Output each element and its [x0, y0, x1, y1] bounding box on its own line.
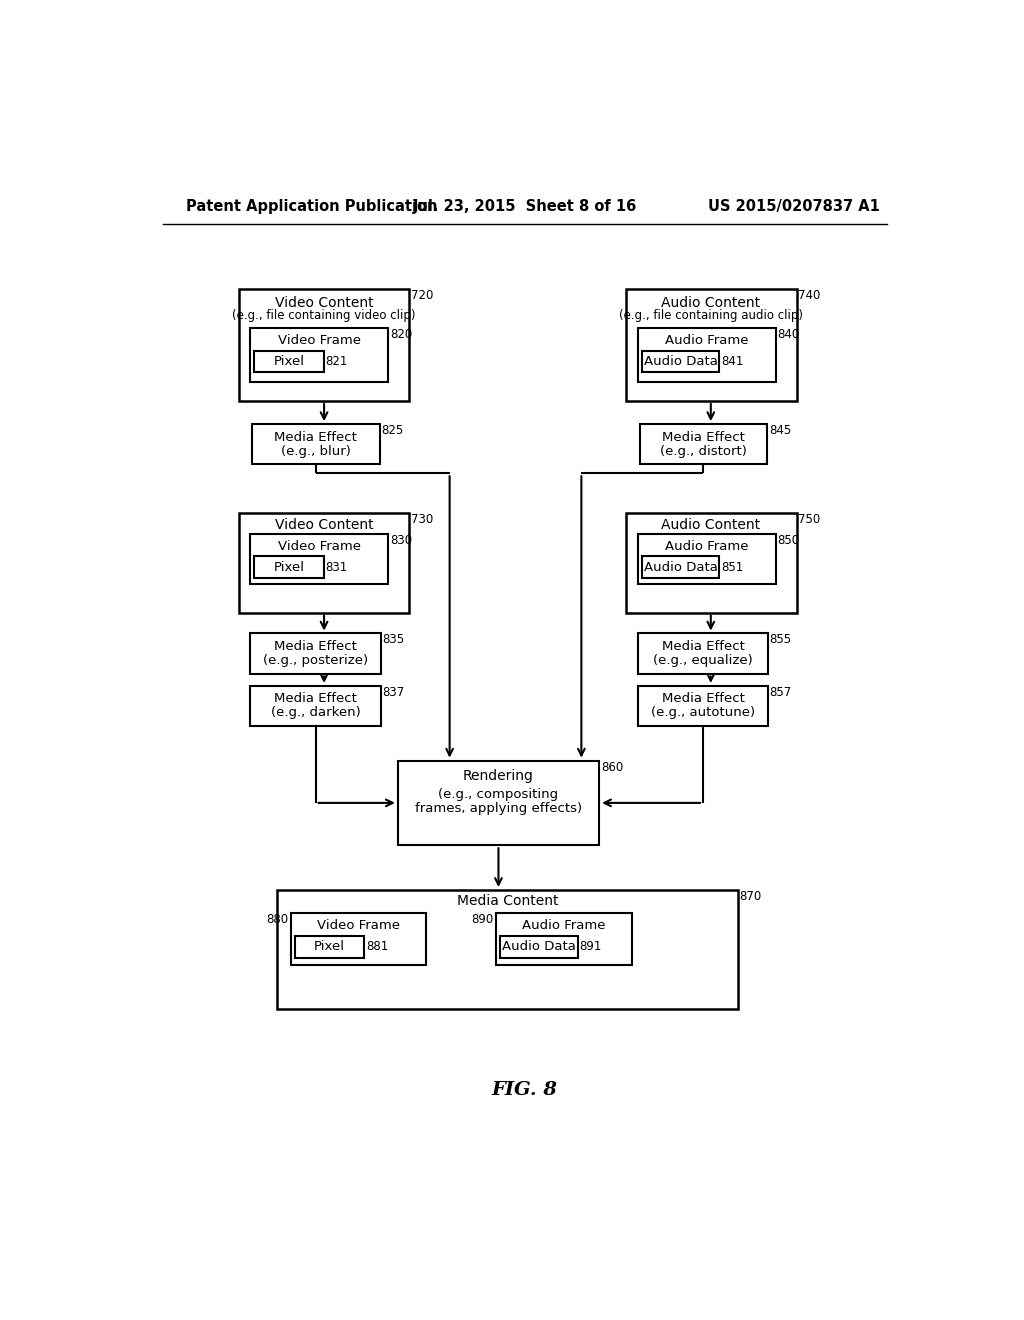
- Bar: [291, 913, 426, 965]
- Text: 840: 840: [777, 327, 800, 341]
- Text: (e.g., darken): (e.g., darken): [270, 706, 360, 719]
- Bar: [295, 936, 365, 958]
- Text: 835: 835: [382, 634, 404, 647]
- Text: 720: 720: [411, 289, 433, 302]
- Text: Media Effect: Media Effect: [662, 693, 744, 705]
- Text: Pixel: Pixel: [273, 561, 305, 574]
- Bar: [251, 686, 381, 726]
- Bar: [642, 557, 719, 578]
- Text: Media Effect: Media Effect: [662, 430, 744, 444]
- Text: 845: 845: [769, 424, 792, 437]
- Text: 825: 825: [381, 424, 403, 437]
- Text: Pixel: Pixel: [273, 355, 305, 368]
- Text: 750: 750: [799, 512, 820, 525]
- Text: Audio Frame: Audio Frame: [522, 919, 605, 932]
- Bar: [638, 634, 768, 673]
- Text: 830: 830: [390, 535, 412, 548]
- Text: Audio Frame: Audio Frame: [666, 540, 749, 553]
- Text: Audio Data: Audio Data: [644, 355, 718, 368]
- Text: Rendering: Rendering: [463, 770, 534, 783]
- Text: Audio Data: Audio Data: [644, 561, 718, 574]
- Text: (e.g., equalize): (e.g., equalize): [653, 653, 753, 667]
- Bar: [251, 327, 388, 381]
- Text: 891: 891: [579, 940, 601, 953]
- Bar: [642, 351, 719, 372]
- Bar: [638, 535, 776, 585]
- Text: 881: 881: [366, 940, 388, 953]
- Text: (e.g., autotune): (e.g., autotune): [651, 706, 755, 719]
- Text: FIG. 8: FIG. 8: [492, 1081, 558, 1100]
- Text: 740: 740: [799, 289, 821, 302]
- Bar: [254, 351, 324, 372]
- Text: Audio Frame: Audio Frame: [666, 334, 749, 347]
- Text: (e.g., posterize): (e.g., posterize): [263, 653, 368, 667]
- Text: 850: 850: [777, 535, 800, 548]
- Text: Pixel: Pixel: [314, 940, 345, 953]
- Text: 880: 880: [266, 913, 289, 927]
- Text: frames, applying effects): frames, applying effects): [415, 801, 582, 814]
- Bar: [500, 936, 578, 958]
- Bar: [640, 424, 767, 465]
- Text: 831: 831: [326, 561, 348, 574]
- Bar: [239, 512, 410, 612]
- Text: Video Content: Video Content: [274, 296, 374, 310]
- Bar: [627, 289, 797, 401]
- Bar: [276, 890, 738, 1010]
- Text: 857: 857: [770, 686, 792, 698]
- Text: (e.g., blur): (e.g., blur): [281, 445, 351, 458]
- Text: 851: 851: [721, 561, 743, 574]
- Text: Media Effect: Media Effect: [274, 430, 357, 444]
- Text: Patent Application Publication: Patent Application Publication: [186, 198, 437, 214]
- Bar: [638, 686, 768, 726]
- Bar: [239, 289, 410, 401]
- Text: Media Effect: Media Effect: [274, 640, 357, 653]
- Text: (e.g., compositing: (e.g., compositing: [438, 788, 558, 801]
- Text: Video Frame: Video Frame: [278, 540, 360, 553]
- Text: Video Frame: Video Frame: [317, 919, 400, 932]
- Bar: [254, 557, 324, 578]
- Text: Jul. 23, 2015  Sheet 8 of 16: Jul. 23, 2015 Sheet 8 of 16: [413, 198, 637, 214]
- Bar: [251, 535, 388, 585]
- Bar: [638, 327, 776, 381]
- Bar: [251, 634, 381, 673]
- Text: Video Frame: Video Frame: [278, 334, 360, 347]
- Text: (e.g., file containing audio clip): (e.g., file containing audio clip): [618, 309, 803, 322]
- Text: 837: 837: [382, 686, 404, 698]
- Bar: [252, 424, 380, 465]
- Text: 820: 820: [390, 327, 413, 341]
- Text: Audio Content: Audio Content: [662, 517, 761, 532]
- Text: Audio Content: Audio Content: [662, 296, 761, 310]
- Text: Media Content: Media Content: [457, 895, 558, 908]
- Text: Media Effect: Media Effect: [274, 693, 357, 705]
- Text: 870: 870: [739, 890, 762, 903]
- Text: Audio Data: Audio Data: [502, 940, 575, 953]
- Text: US 2015/0207837 A1: US 2015/0207837 A1: [708, 198, 880, 214]
- Bar: [627, 512, 797, 612]
- Text: Video Content: Video Content: [274, 517, 374, 532]
- Text: Media Effect: Media Effect: [662, 640, 744, 653]
- Text: (e.g., distort): (e.g., distort): [660, 445, 746, 458]
- Text: 890: 890: [471, 913, 494, 927]
- Bar: [496, 913, 632, 965]
- Text: 730: 730: [411, 512, 433, 525]
- Bar: [397, 760, 599, 845]
- Text: 860: 860: [601, 760, 623, 774]
- Text: 841: 841: [721, 355, 743, 368]
- Text: (e.g., file containing video clip): (e.g., file containing video clip): [232, 309, 416, 322]
- Text: 855: 855: [770, 634, 792, 647]
- Text: 821: 821: [326, 355, 348, 368]
